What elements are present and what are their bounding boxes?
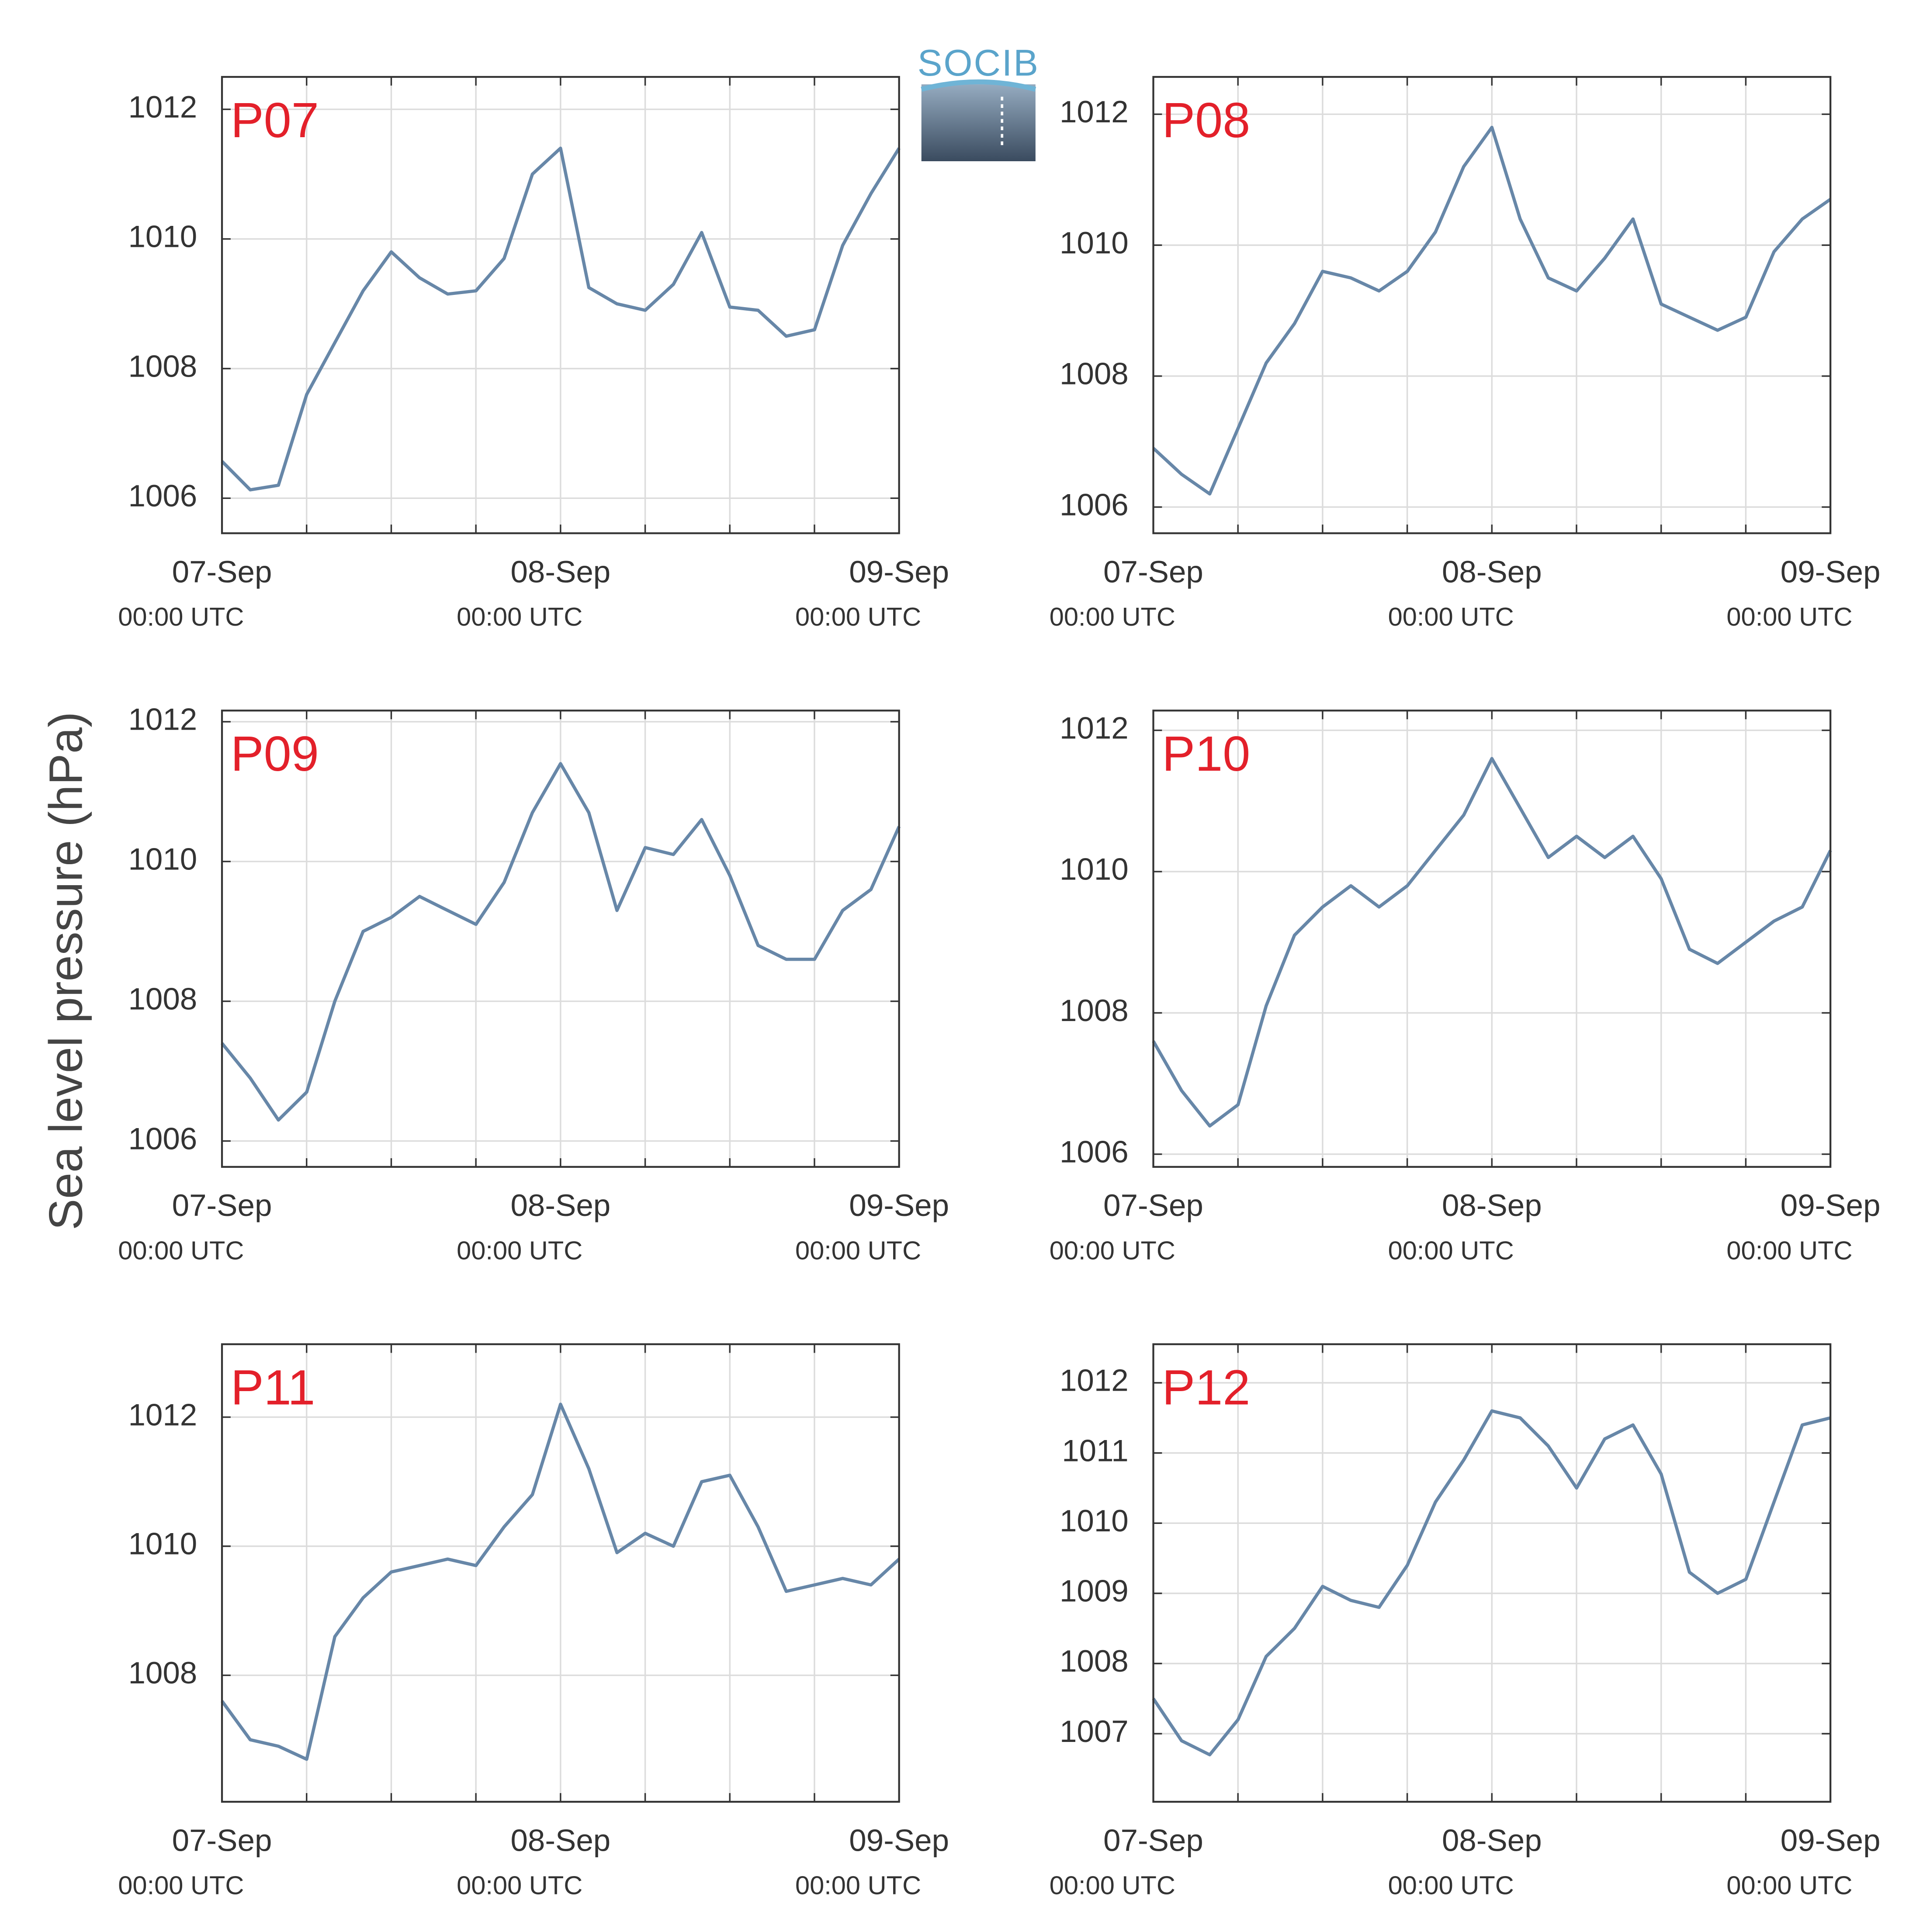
x-tick-label: 07-Sep (1103, 1823, 1203, 1858)
x-tick-label: 07-Sep (172, 555, 272, 589)
y-tick-label: 1008 (1060, 1644, 1129, 1679)
y-tick-label: 1008 (1060, 994, 1129, 1028)
x-tick-label: 08-Sep (1442, 1188, 1542, 1223)
x-tick-sublabel: 00:00 UTC (457, 602, 582, 631)
y-tick-label: 1006 (1060, 1135, 1129, 1169)
plot-frame (1152, 76, 1832, 534)
y-tick-label: 1009 (1060, 1574, 1129, 1609)
y-tick-label: 1007 (1060, 1714, 1129, 1749)
panel-title: P10 (1162, 726, 1250, 782)
x-tick-sublabel: 00:00 UTC (795, 602, 921, 631)
plot-frame (1152, 1343, 1832, 1803)
x-tick-sublabel: 00:00 UTC (118, 602, 244, 631)
y-tick-label: 1010 (128, 1527, 197, 1562)
x-tick-sublabel: 00:00 UTC (1388, 1871, 1514, 1900)
panel: 07-Sep 00:00 UTC 08-Sep 00:00 UTC 09-Sep 00:0… (118, 76, 949, 631)
x-tick-sublabel: 00:00 UTC (1388, 1236, 1514, 1265)
plot-frame (221, 1343, 900, 1803)
x-tick-sublabel: 00:00 UTC (118, 1236, 244, 1265)
panel: 07-Sep 00:00 UTC 08-Sep 00:00 UTC 09-Sep 00:0… (118, 703, 949, 1265)
y-tick-label: 1008 (128, 1656, 197, 1690)
panel-title: P11 (231, 1360, 315, 1415)
x-tick-sublabel: 00:00 UTC (457, 1871, 582, 1900)
x-tick-label: 09-Sep (1781, 555, 1881, 589)
data-line (221, 146, 901, 492)
panel: 07-Sep 00:00 UTC 08-Sep 00:00 UTC 09-Sep 00:0… (1050, 76, 1881, 631)
x-tick-label: 09-Sep (1781, 1188, 1881, 1223)
y-tick-label: 1012 (128, 90, 197, 125)
panel: 07-Sep 00:00 UTC 08-Sep 00:00 UTC 09-Sep 00:0… (1050, 710, 1881, 1265)
x-tick-label: 09-Sep (849, 1188, 949, 1223)
x-tick-sublabel: 00:00 UTC (118, 1871, 244, 1900)
y-tick-label: 1008 (128, 349, 197, 384)
y-tick-label: 1010 (128, 220, 197, 254)
y-tick-label: 1006 (1060, 488, 1129, 522)
y-tick-label: 1012 (1060, 1364, 1129, 1398)
x-tick-label: 08-Sep (510, 1823, 610, 1858)
x-tick-label: 07-Sep (1103, 1188, 1203, 1223)
x-tick-sublabel: 00:00 UTC (457, 1236, 582, 1265)
data-line (1152, 757, 1832, 1128)
x-tick-label: 09-Sep (1781, 1823, 1881, 1858)
y-tick-label: 1006 (128, 1122, 197, 1156)
y-tick-label: 1008 (1060, 357, 1129, 391)
x-tick-sublabel: 00:00 UTC (1726, 1236, 1852, 1265)
x-tick-label: 08-Sep (510, 1188, 610, 1223)
panel-title: P08 (1162, 93, 1250, 148)
y-tick-label: 1012 (1060, 95, 1129, 129)
y-tick-label: 1012 (1060, 711, 1129, 745)
x-tick-sublabel: 00:00 UTC (1726, 1871, 1852, 1900)
panel-title: P07 (231, 93, 319, 148)
x-tick-label: 08-Sep (1442, 1823, 1542, 1858)
panel: 07-Sep 00:00 UTC 08-Sep 00:00 UTC 09-Sep 00:0… (118, 1343, 949, 1900)
x-tick-sublabel: 00:00 UTC (1726, 602, 1852, 631)
x-tick-sublabel: 00:00 UTC (1388, 602, 1514, 631)
x-tick-label: 07-Sep (172, 1823, 272, 1858)
data-line (1152, 125, 1832, 496)
y-tick-label: 1006 (128, 479, 197, 513)
plot-frame (1152, 710, 1832, 1168)
logo-wave (921, 79, 1036, 92)
x-tick-label: 08-Sep (1442, 555, 1542, 589)
y-tick-label: 1010 (1060, 1504, 1129, 1538)
y-tick-label: 1012 (128, 703, 197, 737)
x-tick-sublabel: 00:00 UTC (795, 1871, 921, 1900)
y-tick-label: 1012 (128, 1398, 197, 1432)
data-line (221, 762, 901, 1122)
data-line (1152, 1409, 1831, 1757)
x-tick-label: 09-Sep (849, 555, 949, 589)
logo: SOCIB (918, 42, 1039, 162)
x-tick-label: 08-Sep (510, 555, 610, 589)
y-tick-label: 1010 (128, 842, 197, 877)
plot-frame (221, 710, 900, 1168)
logo-text: SOCIB (918, 42, 1039, 84)
logo-box (921, 84, 1036, 162)
panel: 07-Sep 00:00 UTC 08-Sep 00:00 UTC 09-Sep 00:0… (1050, 1343, 1881, 1900)
data-line (221, 1402, 901, 1761)
plot-frame (221, 76, 900, 534)
y-tick-label: 1010 (1060, 852, 1129, 887)
x-tick-sublabel: 00:00 UTC (1050, 1236, 1175, 1265)
x-tick-sublabel: 00:00 UTC (1050, 602, 1175, 631)
panel-title: P09 (231, 726, 319, 782)
x-tick-sublabel: 00:00 UTC (1050, 1871, 1175, 1900)
panel-title: P12 (1162, 1360, 1250, 1415)
y-tick-label: 1011 (1062, 1433, 1129, 1468)
y-tick-label: 1010 (1060, 226, 1129, 260)
y-tick-label: 1008 (128, 982, 197, 1016)
x-tick-label: 07-Sep (1103, 555, 1203, 589)
x-tick-label: 09-Sep (849, 1823, 949, 1858)
x-tick-label: 07-Sep (172, 1188, 272, 1223)
y-axis-label: Sea level pressure (hPa) (39, 712, 92, 1230)
x-tick-sublabel: 00:00 UTC (795, 1236, 921, 1265)
